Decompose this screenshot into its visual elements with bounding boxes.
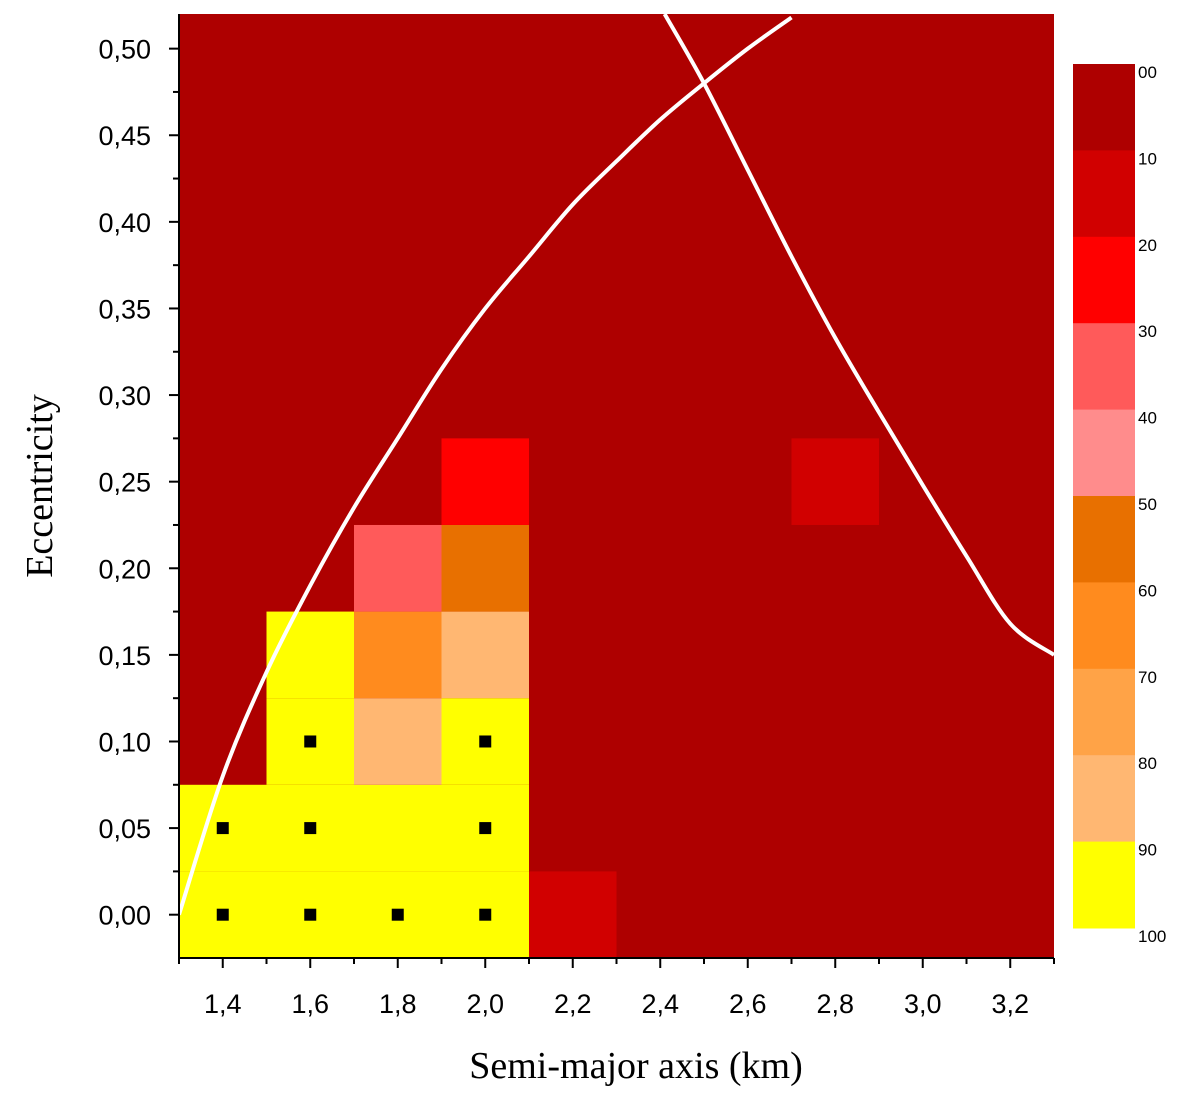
x-axis-title: Semi-major axis (km)	[469, 1045, 802, 1087]
legend-swatch-1	[1073, 150, 1135, 238]
marker-4	[304, 735, 317, 748]
x-tick-label-6: 2,6	[729, 989, 767, 1019]
marker-1	[216, 822, 229, 835]
y-axis-ticks: 0,00 0,05 0,10 0,15 0,20 0,25 0,30 0,35 0,40 0,45…	[98, 35, 179, 931]
y-tick-label-5: 0,25	[98, 468, 151, 498]
plot-area	[179, 14, 1054, 958]
legend-swatch-6	[1073, 582, 1135, 670]
heatmap-cell-15	[441, 524, 529, 612]
data-markers	[216, 735, 492, 921]
y-tick-label-4: 0,20	[98, 554, 151, 584]
y-axis-title: Eccentricity	[19, 394, 61, 578]
marker-7	[479, 822, 492, 835]
x-axis-ticks: 1,4 1,6 1,8 2,0 2,2 2,4 2,6 2,8 3,0 3,2	[178, 958, 1055, 1019]
legend-label-6: 60	[1138, 581, 1157, 600]
marker-5	[391, 908, 404, 921]
legend-swatch-8	[1073, 755, 1135, 843]
legend-swatch-3	[1073, 323, 1135, 411]
x-tick-label-3: 2,0	[466, 989, 504, 1019]
y-tick-label-0: 0,00	[98, 901, 151, 931]
x-tick-label-1: 1,6	[291, 989, 329, 1019]
marker-2	[304, 908, 317, 921]
legend-label-3: 30	[1138, 322, 1157, 341]
marker-0	[216, 908, 229, 921]
heatmap-cell-8	[354, 698, 442, 785]
legend-label-4: 40	[1138, 409, 1157, 428]
x-tick-label-0: 1,4	[204, 989, 242, 1019]
y-tick-label-2: 0,10	[98, 727, 151, 757]
heatmap-cell-10	[354, 524, 442, 612]
y-tick-label-7: 0,35	[98, 294, 151, 324]
y-tick-label-3: 0,15	[98, 641, 151, 671]
legend-label-1: 10	[1138, 149, 1157, 168]
heatmap-cell-7	[354, 784, 442, 872]
legend-swatch-2	[1073, 236, 1135, 324]
x-tick-label-4: 2,2	[554, 989, 592, 1019]
x-tick-label-7: 2,8	[816, 989, 854, 1019]
axes: 1,4 1,6 1,8 2,0 2,2 2,4 2,6 2,8 3,0 3,2 0,000,050…	[98, 14, 1055, 1019]
y-tick-label-10: 0,50	[98, 35, 151, 65]
marker-3	[304, 822, 317, 835]
legend-label-0: 00	[1138, 63, 1157, 82]
legend-swatch-0	[1073, 64, 1135, 151]
legend-label-7: 70	[1138, 668, 1157, 687]
legend-label-5: 50	[1138, 495, 1157, 514]
heatmap-cells	[179, 438, 879, 958]
legend-swatch-4	[1073, 409, 1135, 497]
y-tick-label-1: 0,05	[98, 814, 151, 844]
x-tick-label-5: 2,4	[641, 989, 679, 1019]
legend-label-9: 90	[1138, 841, 1157, 860]
legend-swatch-9	[1073, 841, 1135, 929]
legend-swatch-5	[1073, 496, 1135, 583]
boundary-curves	[179, 14, 1054, 916]
y-tick-label-6: 0,30	[98, 381, 151, 411]
x-tick-label-9: 3,2	[991, 989, 1029, 1019]
legend-label-8: 80	[1138, 754, 1157, 773]
marker-6	[479, 908, 492, 921]
heatmap-cell-9	[354, 611, 442, 699]
x-tick-label-8: 3,0	[904, 989, 942, 1019]
color-scale-legend: 00 10 20 30 40 50 60 70 80 90 100	[1073, 63, 1166, 946]
heatmap-cell-17	[529, 871, 617, 958]
marker-8	[479, 735, 492, 748]
heatmap-cell-5	[266, 611, 354, 699]
y-tick-label-9: 0,45	[98, 121, 151, 151]
x-tick-label-2: 1,8	[379, 989, 417, 1019]
y-tick-label-8: 0,40	[98, 208, 151, 238]
heatmap-cell-16	[441, 438, 529, 525]
boundary-curve-1	[662, 14, 1054, 657]
boundary-curve-0	[179, 15, 793, 916]
heatmap-cell-14	[441, 611, 529, 699]
legend-label-2: 20	[1138, 236, 1157, 255]
legend-swatch-7	[1073, 668, 1135, 756]
legend-label-10: 100	[1138, 927, 1166, 946]
heatmap-cell-18	[791, 438, 879, 525]
